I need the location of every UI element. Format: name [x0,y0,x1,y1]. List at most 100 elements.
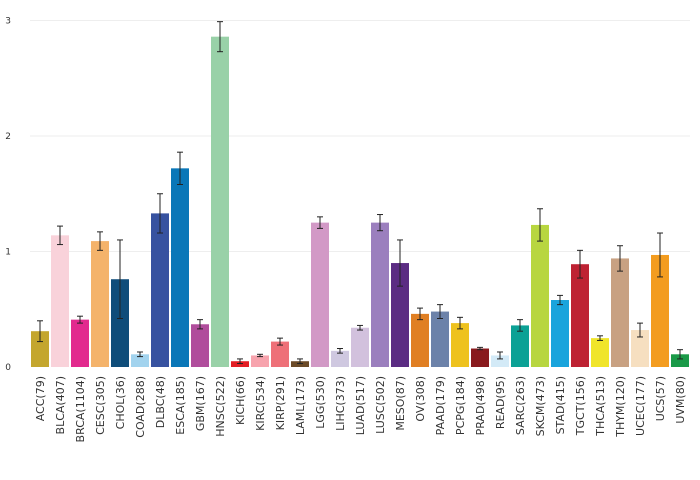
x-tick-label: PCPG(184) [454,376,467,435]
x-tick-label: LUSC(502) [374,376,387,434]
error-bar [517,319,523,332]
bar [171,168,189,367]
x-tick-label: UCS(57) [654,376,667,421]
bar [411,313,429,367]
bar [131,354,149,367]
bar [651,254,669,367]
bars [31,36,689,368]
bar [191,324,209,367]
error-bar [237,358,243,365]
x-tick-label: KIRC(534) [254,376,267,431]
error-bar [157,193,163,234]
x-tick-label: BLCA(407) [54,376,67,434]
bar [511,325,529,367]
bar [371,222,389,367]
error-bar [677,349,683,360]
y-axis: 0 1 2 3 [5,17,11,374]
x-tick-label: GBM(167) [194,376,207,431]
error-bar [497,351,503,360]
x-tick-label: CESC(305) [94,376,107,435]
x-tick-label: READ(95) [494,376,507,429]
x-tick-label: TGCT(156) [574,376,587,436]
error-bar [37,320,43,343]
x-tick-label: UCEC(177) [634,376,647,436]
bar [311,222,329,367]
y-tick-label: 0 [5,363,11,373]
x-tick-label: LGG(530) [314,376,327,429]
bar [91,241,109,367]
x-tick-label: DLBC(48) [154,376,167,428]
bar [51,235,69,367]
gridlines [30,20,690,252]
error-bar [577,249,583,279]
error-bar [117,239,123,319]
x-tick-label: LIHC(373) [334,376,347,431]
x-tick-label: SKCM(473) [534,376,547,436]
x-tick-label: BRCA(1104) [74,376,87,442]
x-tick-label: LUAD(517) [354,376,367,435]
bar [291,361,309,367]
error-bar [77,315,83,324]
bar [151,213,169,367]
error-bar [637,322,643,338]
error-bar [317,216,323,229]
error-bar [177,151,183,186]
error-bar [297,358,303,365]
x-tick-label: PAAD(179) [434,376,447,435]
x-tick-label: THCA(513) [594,376,607,437]
bar [211,36,229,368]
error-bar [337,348,343,354]
error-bar [477,346,483,351]
bar [531,224,549,367]
error-bar [57,225,63,246]
error-bar [617,245,623,272]
x-tick-label: HNSC(522) [214,376,227,437]
bar [571,264,589,367]
bar [671,354,689,367]
bar [71,319,89,367]
bar [331,350,349,367]
error-bar [417,307,423,321]
error-bar [277,337,283,346]
bar [431,311,449,367]
bar [471,348,489,367]
error-bars [37,21,683,365]
bar [551,300,569,367]
x-tick-label: UVM(80) [674,376,687,424]
error-bar [197,319,203,330]
y-tick-label: 1 [5,248,11,258]
error-bar [457,316,463,330]
y-tick-label: 3 [5,17,11,27]
bar [391,263,409,367]
error-bar [97,231,103,251]
x-axis: ACC(79) BLCA(407) BRCA(1104) CESC(305) CHOL(… [34,376,687,442]
error-bar [537,208,543,242]
bar [611,258,629,367]
x-tick-label: KIRP(291) [274,376,287,430]
x-tick-label: OV(308) [414,376,427,422]
error-bar [217,21,223,53]
x-tick-label: THYM(120) [614,376,627,438]
x-tick-label: ACC(79) [34,376,47,421]
bar [31,331,49,367]
bar [271,341,289,367]
x-tick-label: LAML(173) [294,376,307,435]
error-bar [397,239,403,287]
error-bar [437,304,443,319]
bar [631,330,649,367]
error-bar [137,351,143,358]
x-tick-label: ESCA(185) [174,376,187,435]
bar [451,323,469,367]
x-tick-label: KICH(66) [234,376,247,425]
bar [251,355,269,367]
error-bar [377,214,383,232]
x-tick-label: SARC(263) [514,376,527,435]
x-tick-label: STAD(415) [554,376,567,434]
error-bar [597,335,603,341]
x-tick-label: CHOL(36) [114,376,127,429]
error-bar [557,294,563,306]
bar [491,355,509,367]
bar [231,361,249,367]
x-tick-label: PRAD(498) [474,376,487,435]
